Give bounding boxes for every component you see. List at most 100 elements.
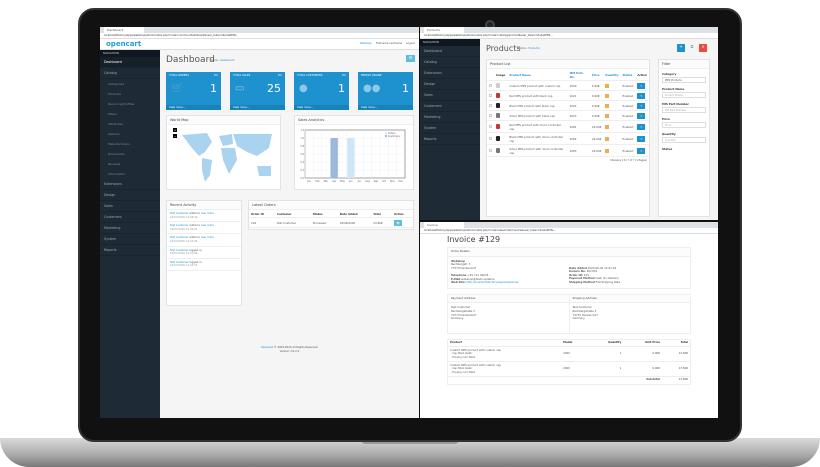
nav-marketing[interactable]: Marketing xyxy=(100,223,160,234)
quantity-badge xyxy=(605,136,610,141)
column-header[interactable]: Quantity xyxy=(603,69,621,81)
view-more-link[interactable]: View more... xyxy=(166,105,221,110)
address-bar[interactable]: localhost/factory/apps/webshop/admin/ind… xyxy=(420,228,718,234)
row-checkbox[interactable] xyxy=(489,113,492,117)
quantity-input[interactable]: Quantity xyxy=(662,137,706,143)
category-select[interactable]: MPS Products xyxy=(662,77,706,83)
nav-extensions[interactable]: Extensions xyxy=(100,179,160,190)
nav-customers[interactable]: Customers xyxy=(100,212,160,223)
column-header[interactable]: MIS Part-No. xyxy=(567,69,590,81)
add-button[interactable]: + xyxy=(677,44,685,52)
address-line: 73770 Denkendorf xyxy=(572,312,598,317)
table-row: Red MPS product with black cap 2021 9.90€ E… xyxy=(487,90,649,101)
nav-filters[interactable]: Filters xyxy=(108,112,117,116)
row-checkbox[interactable] xyxy=(489,103,492,107)
nav-marketing[interactable]: Marketing xyxy=(420,112,480,123)
invoice-title: Invoice #129 xyxy=(447,235,501,244)
row-checkbox[interactable] xyxy=(489,93,492,97)
edit-button[interactable]: ✎ xyxy=(637,147,646,154)
view-more-link[interactable]: View more... xyxy=(294,105,349,110)
nav-customers[interactable]: Customers xyxy=(420,101,480,112)
browser-tab[interactable]: Products xyxy=(424,27,464,33)
view-more-link[interactable]: View more... xyxy=(358,105,413,110)
nav-reviews[interactable]: Reviews xyxy=(108,162,121,166)
nav-design[interactable]: Design xyxy=(100,190,160,201)
logout-link[interactable]: Logout xyxy=(406,42,415,45)
nav-reports[interactable]: Reports xyxy=(420,134,480,145)
delete-button[interactable]: × xyxy=(699,44,707,52)
nav-recurring-profiles[interactable]: Recurring Profiles xyxy=(108,102,135,106)
price-input[interactable]: Price xyxy=(662,122,706,128)
nav-products[interactable]: Products xyxy=(108,92,121,96)
opencart-link[interactable]: OpenCart xyxy=(260,346,274,349)
column-header[interactable]: Product Name xyxy=(507,69,568,81)
nav-options[interactable]: Options xyxy=(108,132,120,136)
order-link[interactable]: new order. xyxy=(200,212,215,215)
customer-link[interactable]: Test Customer xyxy=(170,248,189,252)
row-checkbox[interactable] xyxy=(489,124,492,128)
quantity-badge xyxy=(605,113,610,118)
edit-button[interactable]: ✎ xyxy=(637,102,646,109)
nav-reports[interactable]: Reports xyxy=(100,245,160,256)
nav-system[interactable]: System xyxy=(420,123,480,134)
nav-categories[interactable]: Categories xyxy=(108,82,125,86)
nav-sales[interactable]: Sales xyxy=(100,201,160,212)
nav-dashboard[interactable]: Dashboard xyxy=(100,57,160,68)
column-header[interactable]: Price xyxy=(589,69,604,81)
customer-link[interactable]: Test Customer xyxy=(170,224,189,228)
world-map[interactable] xyxy=(177,130,277,185)
browser-tab[interactable]: Dashboard xyxy=(104,27,144,33)
store-link[interactable]: Webshop xyxy=(359,42,372,45)
nav-catalog[interactable]: Catalog xyxy=(100,68,160,79)
zoom-in-button[interactable]: + xyxy=(173,128,177,132)
address-bar[interactable]: localhost/factory/apps/webshop/admin/ind… xyxy=(100,33,419,39)
view-more-link[interactable]: View more... xyxy=(230,105,285,110)
customer-link[interactable]: Test Customer xyxy=(170,236,189,240)
table-row: Custom MPS product with custom cap - Cap… xyxy=(447,361,691,377)
website-link[interactable]: http://localhost/factory/apps/webshop/ xyxy=(466,280,519,285)
copy-button[interactable]: ⧉ xyxy=(690,44,694,49)
nav-information[interactable]: Information xyxy=(108,172,126,176)
cell: 02/06/2020 xyxy=(337,217,372,228)
nav-downloads[interactable]: Downloads xyxy=(108,152,125,156)
view-order-button[interactable]: 👁 xyxy=(393,219,402,226)
quantity-badge xyxy=(605,83,610,88)
nav-catalog[interactable]: Catalog xyxy=(420,57,480,68)
order-link[interactable]: new order. xyxy=(200,236,215,240)
browser-tab[interactable]: Invoice xyxy=(424,222,464,228)
nav-design[interactable]: Design xyxy=(420,79,480,90)
order-info: Date Added 2020-06-02 14:41:29 Invoice N… xyxy=(569,265,621,284)
product-name-input[interactable]: Product Name xyxy=(662,92,706,98)
edit-button[interactable]: ✎ xyxy=(637,112,646,119)
customer-link[interactable]: Test Customer xyxy=(170,260,189,264)
nav-extensions[interactable]: Extensions xyxy=(420,68,480,79)
header: opencart Webshop Firstname Lastname Logo… xyxy=(100,39,419,50)
nav-attributes[interactable]: Attributes xyxy=(108,122,123,126)
nav-header: NAVIGATION xyxy=(100,50,160,57)
row-checkbox[interactable] xyxy=(489,148,492,152)
address-line: Test Customer xyxy=(451,305,471,310)
edit-button[interactable]: ✎ xyxy=(637,92,646,99)
settings-button[interactable]: ⚙ xyxy=(406,55,415,62)
subtotal-row: Sub-Total 13.80€ xyxy=(447,376,691,385)
row-checkbox[interactable] xyxy=(489,136,492,140)
order-link[interactable]: new order. xyxy=(200,224,215,228)
zoom-out-button[interactable]: − xyxy=(173,134,177,138)
edit-button[interactable]: ✎ xyxy=(637,82,646,89)
address-bar[interactable]: localhost/factory/apps/webshop/admin/ind… xyxy=(420,33,718,39)
bar-customers-apr xyxy=(330,138,338,178)
customer-link[interactable]: Test Customer xyxy=(170,212,189,215)
column-header[interactable]: Status xyxy=(620,69,636,81)
product-image xyxy=(496,82,500,88)
user-menu[interactable]: Firstname Lastname xyxy=(375,42,403,45)
nav-manufacturers[interactable]: Manufacturers xyxy=(108,142,130,146)
nav-system[interactable]: System xyxy=(100,234,160,245)
part-number-input[interactable]: MIS Part Number xyxy=(662,107,706,113)
edit-button[interactable]: ✎ xyxy=(637,123,646,130)
nav-sales[interactable]: Sales xyxy=(420,90,480,101)
edit-button[interactable]: ✎ xyxy=(637,135,646,142)
nav-dashboard[interactable]: Dashboard xyxy=(420,46,480,57)
activity-item: Test Customer logged in. 10/07/2020 14:2… xyxy=(167,247,241,259)
row-checkbox[interactable] xyxy=(489,83,492,87)
breadcrumb: Home › Dashboard xyxy=(210,59,235,62)
